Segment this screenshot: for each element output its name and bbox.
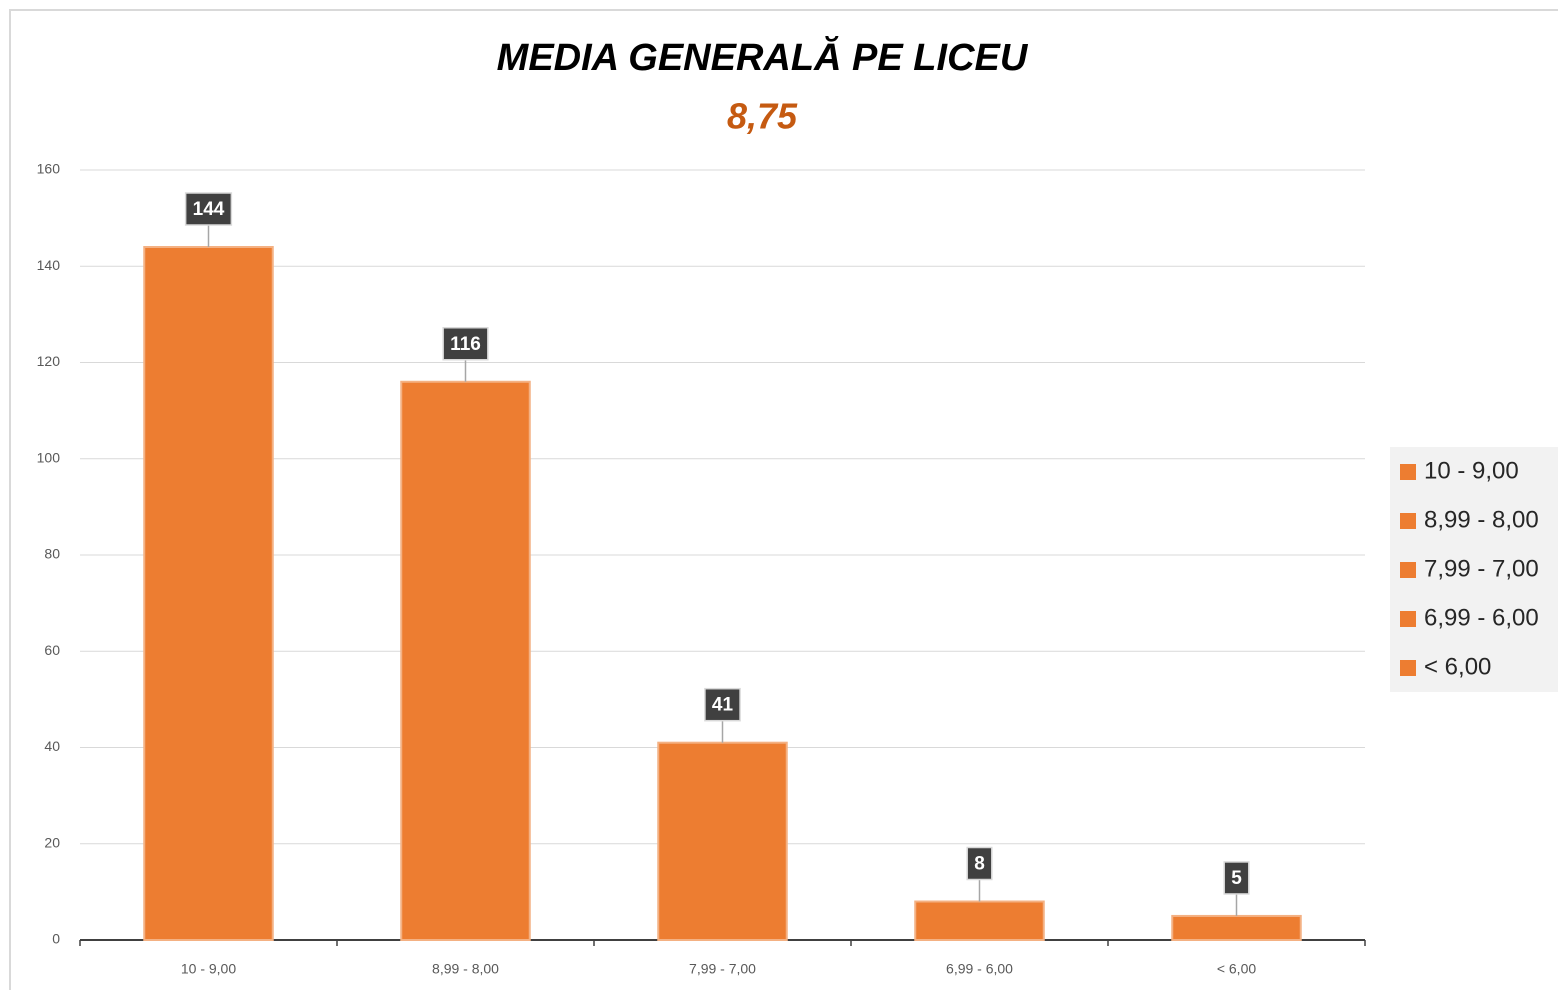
legend-label: < 6,00 — [1424, 653, 1491, 680]
x-tick-label: 6,99 - 6,00 — [946, 961, 1013, 977]
data-label-box — [184, 192, 233, 226]
y-tick-label: 120 — [37, 353, 61, 369]
x-tick-label: 7,99 - 7,00 — [689, 961, 756, 977]
bar — [1171, 914, 1302, 941]
data-label: 116 — [450, 334, 481, 355]
chart-subtitle: 8,75 — [727, 96, 798, 137]
data-label: 144 — [193, 199, 225, 220]
y-tick-label: 160 — [37, 161, 61, 177]
y-tick-label: 60 — [44, 642, 60, 658]
legend-label: 10 - 9,00 — [1424, 457, 1519, 484]
chart-title: MEDIA GENERALĂ PE LICEU — [497, 35, 1029, 79]
bar — [400, 380, 531, 941]
x-tick-label: 8,99 - 8,00 — [432, 961, 499, 977]
data-label: 41 — [712, 695, 734, 716]
legend-label: 6,99 - 6,00 — [1424, 604, 1539, 631]
y-tick-label: 100 — [37, 449, 61, 465]
bar — [914, 900, 1045, 941]
bar — [657, 741, 788, 941]
legend-swatch — [1400, 513, 1416, 529]
legend-swatch — [1400, 660, 1416, 676]
data-label-box — [442, 327, 489, 361]
legend-label: 7,99 - 7,00 — [1424, 555, 1539, 582]
x-tick-label: 10 - 9,00 — [181, 961, 236, 977]
x-tick-label: < 6,00 — [1217, 961, 1257, 977]
bar — [143, 246, 274, 941]
y-tick-label: 40 — [44, 738, 60, 754]
y-tick-label: 20 — [44, 834, 60, 850]
y-tick-label: 0 — [52, 931, 60, 947]
legend-swatch — [1400, 611, 1416, 627]
data-label-box — [966, 846, 993, 881]
legend-box — [1390, 447, 1558, 692]
y-tick-label: 80 — [44, 546, 60, 562]
data-label-box — [1223, 861, 1250, 895]
legend-label: 8,99 - 8,00 — [1424, 506, 1539, 533]
legend-swatch — [1400, 464, 1416, 480]
data-label: 8 — [974, 854, 985, 875]
data-label-box — [704, 687, 741, 722]
data-label: 5 — [1231, 868, 1242, 889]
legend-swatch — [1400, 562, 1416, 578]
y-tick-label: 140 — [37, 257, 61, 273]
